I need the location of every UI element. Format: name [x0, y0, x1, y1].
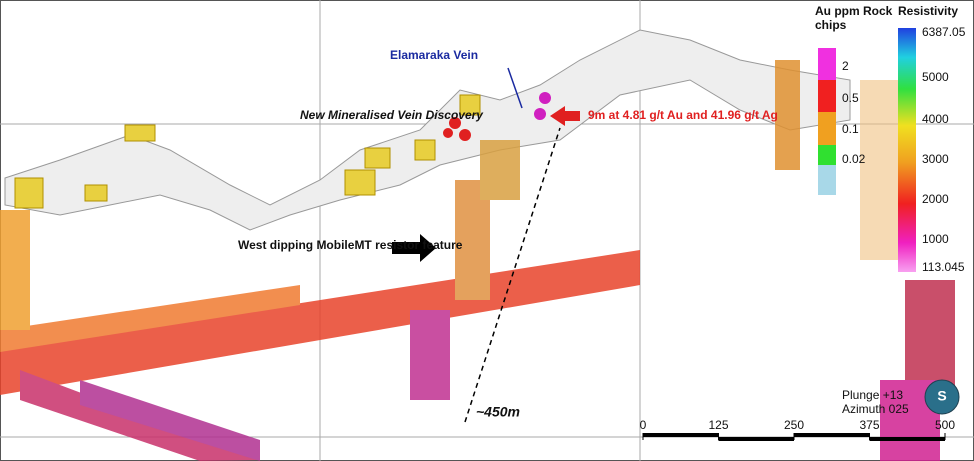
resistor-label: West dipping MobileMT resistor feature: [238, 238, 463, 252]
au-label: 2: [842, 59, 849, 73]
au-title-line: chips: [815, 18, 847, 32]
resistivity-label: 113.045: [922, 260, 965, 274]
au-label: 0.1: [842, 122, 859, 136]
resistivity-label: 5000: [922, 70, 949, 84]
intercept-arrow: [550, 106, 580, 126]
resistivity-label: 3000: [922, 152, 949, 166]
distance-label: ~450m: [476, 404, 520, 420]
resistivity-label: 6387.05: [922, 25, 966, 39]
vein-label: Elamaraka Vein: [390, 48, 478, 62]
scale-label: 250: [784, 418, 804, 432]
distance-line: [464, 127, 561, 423]
scale-label: 0: [640, 418, 647, 432]
resistor-body: [0, 60, 955, 461]
rock-chip-blocks: [14, 94, 481, 209]
resistivity-bar: [898, 28, 916, 272]
scale-segment: [643, 433, 719, 437]
compass-label: S: [937, 388, 946, 404]
resistivity-label: 4000: [922, 112, 949, 126]
vein-pointer: [507, 67, 523, 109]
resistor-arrow: [392, 234, 436, 262]
compass: [924, 379, 960, 415]
intercept-label: 9m at 4.81 g/t Au and 41.96 g/t Ag: [588, 108, 778, 122]
scale-segment: [718, 437, 794, 441]
au-title: Au ppm Rock chips: [815, 4, 893, 32]
au-label: 0.5: [842, 91, 859, 105]
au-swatches: [818, 48, 836, 195]
discovery-text: New Mineralised Vein Discovery: [300, 108, 484, 122]
resistivity-label: 2000: [922, 192, 949, 206]
scale-label: 125: [708, 418, 728, 432]
scale-segment: [794, 433, 870, 437]
scale-label: 375: [859, 418, 879, 432]
scale-bar: 0 125 250 375 500: [640, 418, 955, 441]
au-title-line: Au ppm Rock: [815, 4, 893, 18]
au-label: 0.02: [842, 152, 866, 166]
plunge-label: Plunge +13: [842, 388, 903, 402]
terrain-mesh: [4, 29, 851, 231]
resistivity-title: Resistivity: [898, 4, 958, 18]
azimuth-label: Azimuth 025: [842, 402, 909, 416]
scale-label: 500: [935, 418, 955, 432]
resistivity-label: 1000: [922, 232, 949, 246]
scale-segment: [869, 437, 945, 441]
discovery-label: New Mineralised Vein Discovery: [300, 108, 484, 122]
discovery-samples: [443, 92, 551, 141]
